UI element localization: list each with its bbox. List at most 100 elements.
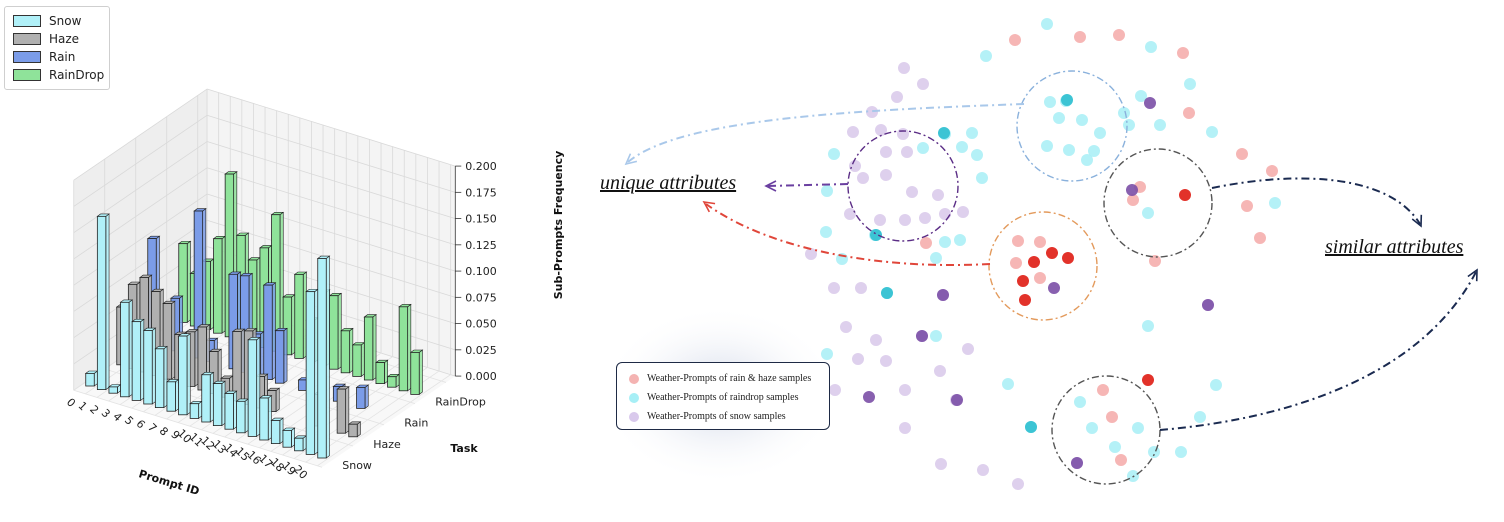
scatter-point bbox=[1062, 252, 1074, 264]
z-tick-label: 0.075 bbox=[465, 291, 497, 304]
bar bbox=[409, 349, 424, 395]
bar-front bbox=[274, 330, 285, 384]
y-tick-label: RainDrop bbox=[435, 395, 486, 408]
scatter-point bbox=[1025, 421, 1037, 433]
gridline bbox=[206, 141, 456, 219]
legend-label: Haze bbox=[49, 32, 80, 46]
scatter-point bbox=[880, 355, 892, 367]
z-axis: 0.000 0.025 0.050 0.075 0.100 0.125 0.150 0.175… bbox=[454, 160, 497, 383]
bar-front bbox=[213, 238, 223, 334]
scatter-point bbox=[880, 169, 892, 181]
bar-front bbox=[247, 339, 258, 437]
bar-front bbox=[352, 344, 362, 377]
scatter-point bbox=[828, 282, 840, 294]
scatter-point bbox=[1046, 247, 1058, 259]
bar-front bbox=[305, 291, 316, 455]
scatter-point bbox=[957, 206, 969, 218]
gridline bbox=[206, 88, 456, 167]
bar bbox=[235, 398, 250, 434]
bar-front bbox=[178, 243, 188, 323]
scatter-point bbox=[939, 236, 951, 248]
cluster-circle-similar-top bbox=[1103, 148, 1213, 258]
scatter-point bbox=[899, 422, 911, 434]
bar bbox=[162, 300, 176, 380]
scatter-point bbox=[971, 149, 983, 161]
gridline bbox=[73, 219, 208, 312]
bar-front bbox=[162, 303, 173, 380]
arrow-raindrop bbox=[627, 103, 1025, 163]
scatter-point bbox=[847, 126, 859, 138]
legend-dot bbox=[629, 373, 639, 384]
scatter-point bbox=[1017, 275, 1029, 287]
bar-side bbox=[105, 213, 110, 391]
scatter-point bbox=[954, 234, 966, 246]
scatter-point bbox=[1145, 41, 1157, 53]
bar-side bbox=[186, 333, 191, 416]
y-axis-label: Task bbox=[450, 442, 478, 455]
arrow-similar-top-head bbox=[1411, 214, 1423, 228]
bar-front bbox=[143, 330, 153, 405]
bar-side bbox=[325, 255, 330, 459]
bar-front bbox=[317, 258, 327, 459]
scatter-point bbox=[1053, 112, 1065, 124]
scatter-series bbox=[920, 29, 1278, 466]
bar-front bbox=[154, 348, 165, 408]
scatter-point bbox=[1009, 34, 1021, 46]
scatter-point bbox=[1118, 107, 1130, 119]
bar-front bbox=[375, 362, 385, 385]
gridline bbox=[73, 114, 208, 207]
scatter-point bbox=[962, 343, 974, 355]
legend-dot bbox=[629, 392, 639, 403]
bar bbox=[375, 359, 389, 385]
scatter-point bbox=[1010, 257, 1022, 269]
legend-dot bbox=[629, 411, 639, 422]
bar bbox=[316, 255, 331, 459]
scatter-point bbox=[920, 237, 932, 249]
arrow-similar-top bbox=[1211, 177, 1421, 225]
scatter-point bbox=[899, 214, 911, 226]
y-tick-label: Haze bbox=[373, 438, 401, 451]
scatter-point bbox=[1179, 189, 1191, 201]
bar-front bbox=[166, 381, 176, 412]
similar-attributes-label: similar attributes bbox=[1325, 236, 1464, 258]
scatter-point bbox=[870, 229, 882, 241]
scatter-point bbox=[1088, 145, 1100, 157]
scatter-point bbox=[1012, 235, 1024, 247]
scatter-point bbox=[857, 172, 869, 184]
bar bbox=[305, 288, 319, 455]
scatter-point bbox=[1202, 299, 1214, 311]
scatter-point bbox=[930, 252, 942, 264]
bar-front bbox=[363, 316, 374, 381]
scatter-point bbox=[1175, 446, 1187, 458]
scatter-point bbox=[821, 348, 833, 360]
bar bbox=[282, 427, 296, 448]
scatter-point bbox=[930, 330, 942, 342]
legend-item-rain: Rain bbox=[13, 49, 75, 65]
bar bbox=[84, 370, 99, 387]
arrow-raindrop-head bbox=[624, 153, 638, 166]
bar bbox=[262, 282, 277, 381]
scatter-point bbox=[1028, 256, 1040, 268]
legend-label: Weather-Prompts of raindrop samples bbox=[647, 392, 799, 403]
gridline bbox=[73, 167, 208, 260]
bar-front bbox=[85, 372, 95, 387]
z-tick-label: 0.175 bbox=[465, 186, 497, 199]
z-tick-label: 0.200 bbox=[465, 160, 497, 173]
bar bbox=[224, 390, 238, 430]
bar bbox=[355, 384, 370, 409]
scatter-point bbox=[1266, 165, 1278, 177]
scatter-point bbox=[1132, 422, 1144, 434]
scatter-point bbox=[1127, 194, 1139, 206]
scatter-point bbox=[880, 146, 892, 158]
legend-swatch bbox=[13, 15, 41, 27]
scatter-point bbox=[1113, 29, 1125, 41]
scatter-point bbox=[840, 321, 852, 333]
arrow-similar-bottom bbox=[1159, 271, 1477, 431]
arrow-rainhaze-head bbox=[702, 200, 716, 213]
scatter-point bbox=[935, 458, 947, 470]
scatter-point bbox=[899, 384, 911, 396]
scatter-series bbox=[820, 18, 1281, 482]
gridline bbox=[73, 389, 323, 468]
scatter-point bbox=[1269, 197, 1281, 209]
scatter-point bbox=[1094, 127, 1106, 139]
